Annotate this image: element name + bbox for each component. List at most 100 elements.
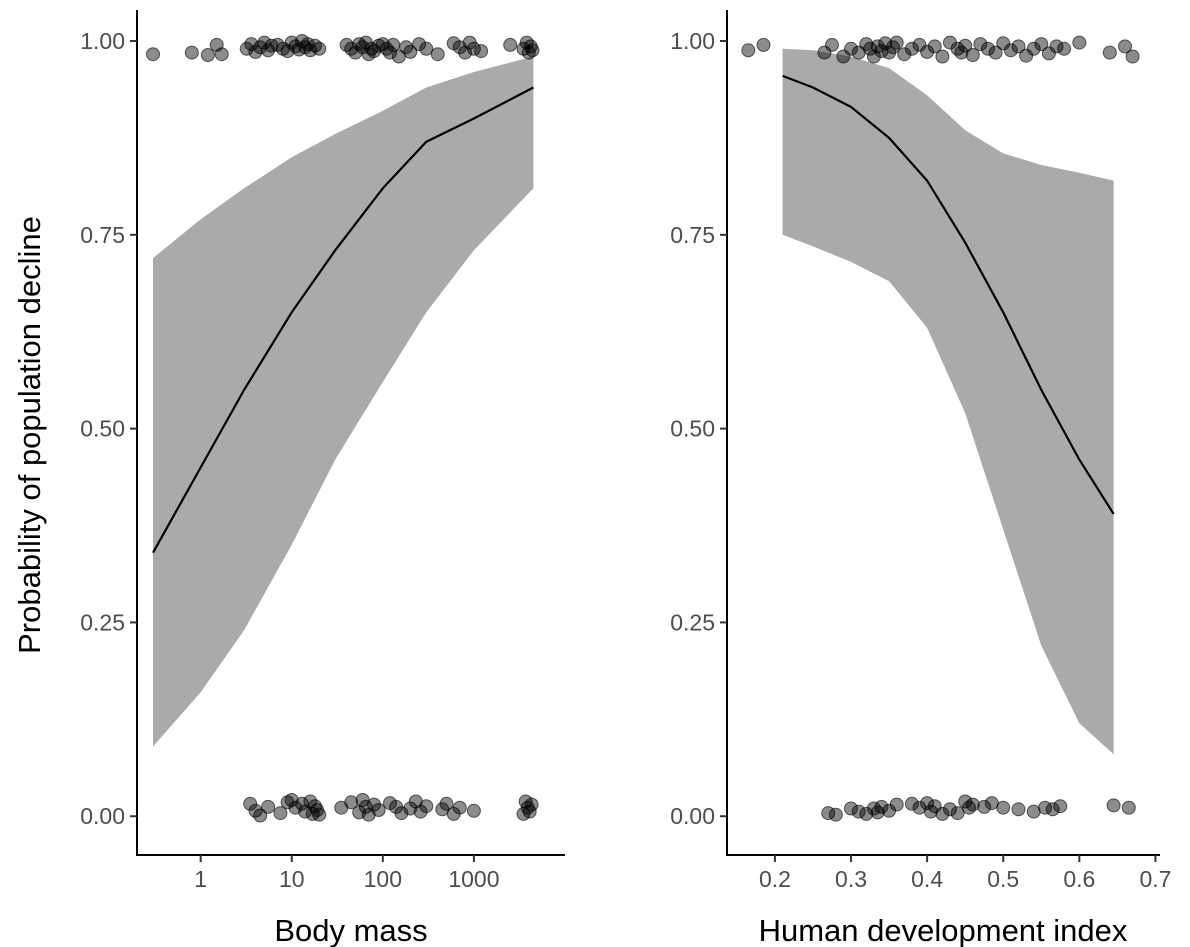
data-point-no-decline	[844, 801, 858, 816]
x-axis-title-hdi: Human development index	[759, 913, 1128, 947]
data-point-decline	[927, 39, 942, 54]
data-point-no-decline	[904, 796, 919, 811]
data-point-decline	[1034, 37, 1049, 52]
data-point-decline	[981, 41, 995, 56]
data-point-decline	[1057, 41, 1072, 56]
data-point-decline	[412, 37, 427, 52]
y-tick-label: 1.00	[670, 28, 715, 54]
data-point-no-decline	[394, 806, 409, 821]
data-point-no-decline	[403, 801, 418, 816]
data-point-decline	[200, 48, 215, 62]
y-tick-label: 0.25	[670, 609, 715, 635]
data-point-no-decline	[312, 807, 327, 822]
data-point-decline	[897, 47, 912, 62]
data-point-decline	[312, 41, 327, 56]
y-tick-label: 0.50	[670, 416, 715, 442]
data-point-decline	[889, 35, 904, 50]
data-point-decline	[954, 45, 969, 60]
data-point-no-decline	[524, 797, 539, 812]
data-point-no-decline	[874, 799, 889, 814]
data-point-no-decline	[243, 796, 258, 811]
data-point-no-decline	[977, 799, 992, 814]
data-point-decline	[1072, 35, 1087, 50]
data-point-decline	[257, 35, 272, 50]
data-point-no-decline	[308, 799, 322, 814]
data-point-decline	[344, 41, 359, 56]
data-point-no-decline	[965, 797, 980, 812]
data-point-decline	[474, 44, 489, 59]
data-point-decline	[386, 37, 401, 52]
data-point-no-decline	[851, 804, 866, 819]
data-point-no-decline	[367, 797, 381, 812]
fitted-line	[152, 86, 534, 554]
y-tick-label: 0.25	[80, 609, 125, 635]
data-point-decline	[950, 41, 965, 56]
data-point-no-decline	[344, 795, 359, 810]
confidence-band	[782, 48, 1114, 755]
data-point-no-decline	[1053, 799, 1068, 814]
data-point-no-decline	[996, 800, 1011, 815]
data-point-no-decline	[439, 796, 454, 811]
data-point-no-decline	[889, 797, 904, 812]
data-point-no-decline	[253, 808, 268, 823]
data-point-no-decline	[950, 806, 965, 821]
data-point-decline	[988, 45, 1003, 60]
y-tick-label: 0.50	[80, 416, 125, 442]
data-point-no-decline	[828, 807, 843, 822]
x-tick-label: 0.4	[911, 866, 943, 892]
data-point-no-decline	[419, 799, 434, 814]
data-point-decline	[146, 47, 160, 62]
data-point-decline	[912, 37, 927, 52]
data-point-no-decline	[261, 799, 276, 814]
data-point-no-decline	[413, 804, 428, 819]
data-point-decline	[1125, 49, 1140, 64]
x-tick-label: 1	[194, 866, 207, 892]
data-point-decline	[844, 41, 858, 56]
data-point-decline	[503, 37, 518, 52]
data-point-decline	[214, 47, 229, 62]
y-tick-label: 1.00	[80, 28, 125, 54]
data-point-decline	[935, 49, 950, 64]
data-point-decline	[741, 43, 756, 58]
data-point-no-decline	[371, 803, 386, 817]
fitted-line	[782, 74, 1115, 515]
data-point-decline	[280, 44, 295, 59]
confidence-band	[153, 56, 534, 747]
panel-human-development-index: Human development index 0.00 0.25 0.50 0.75…	[670, 10, 1171, 947]
data-point-decline	[525, 43, 540, 58]
x-tick-label: 0.3	[835, 866, 867, 892]
data-point-no-decline	[466, 803, 481, 818]
x-tick-label: 0.7	[1139, 866, 1171, 892]
data-point-decline	[1011, 39, 1026, 54]
data-point-decline	[1041, 46, 1056, 61]
data-point-decline	[1102, 45, 1117, 60]
x-tick-label: 0.5	[987, 866, 1019, 892]
data-point-decline	[403, 44, 418, 59]
data-point-decline	[1118, 39, 1132, 54]
data-point-decline	[1003, 43, 1018, 58]
data-point-decline	[756, 37, 771, 52]
y-tick-label: 0.00	[80, 803, 125, 829]
data-point-no-decline	[273, 806, 288, 821]
data-point-no-decline	[859, 806, 874, 821]
data-point-no-decline	[280, 795, 295, 810]
x-axis-title-body-mass: Body mass	[274, 913, 427, 947]
data-point-decline	[383, 45, 397, 60]
data-point-no-decline	[920, 796, 935, 811]
y-tick-label: 0.00	[670, 803, 715, 829]
data-point-decline	[958, 38, 973, 53]
data-point-no-decline	[935, 806, 950, 821]
data-point-no-decline	[358, 799, 373, 814]
x-tick-label: 10	[279, 866, 305, 892]
data-point-no-decline	[1011, 802, 1026, 817]
data-point-no-decline	[1106, 798, 1121, 813]
data-point-no-decline	[943, 802, 957, 817]
data-point-no-decline	[1045, 802, 1060, 817]
data-point-decline	[825, 37, 839, 52]
x-tick-label: 0.6	[1063, 866, 1095, 892]
data-point-decline	[920, 44, 935, 59]
data-point-decline	[1026, 41, 1041, 56]
data-point-no-decline	[452, 800, 467, 815]
data-point-decline	[885, 40, 900, 55]
